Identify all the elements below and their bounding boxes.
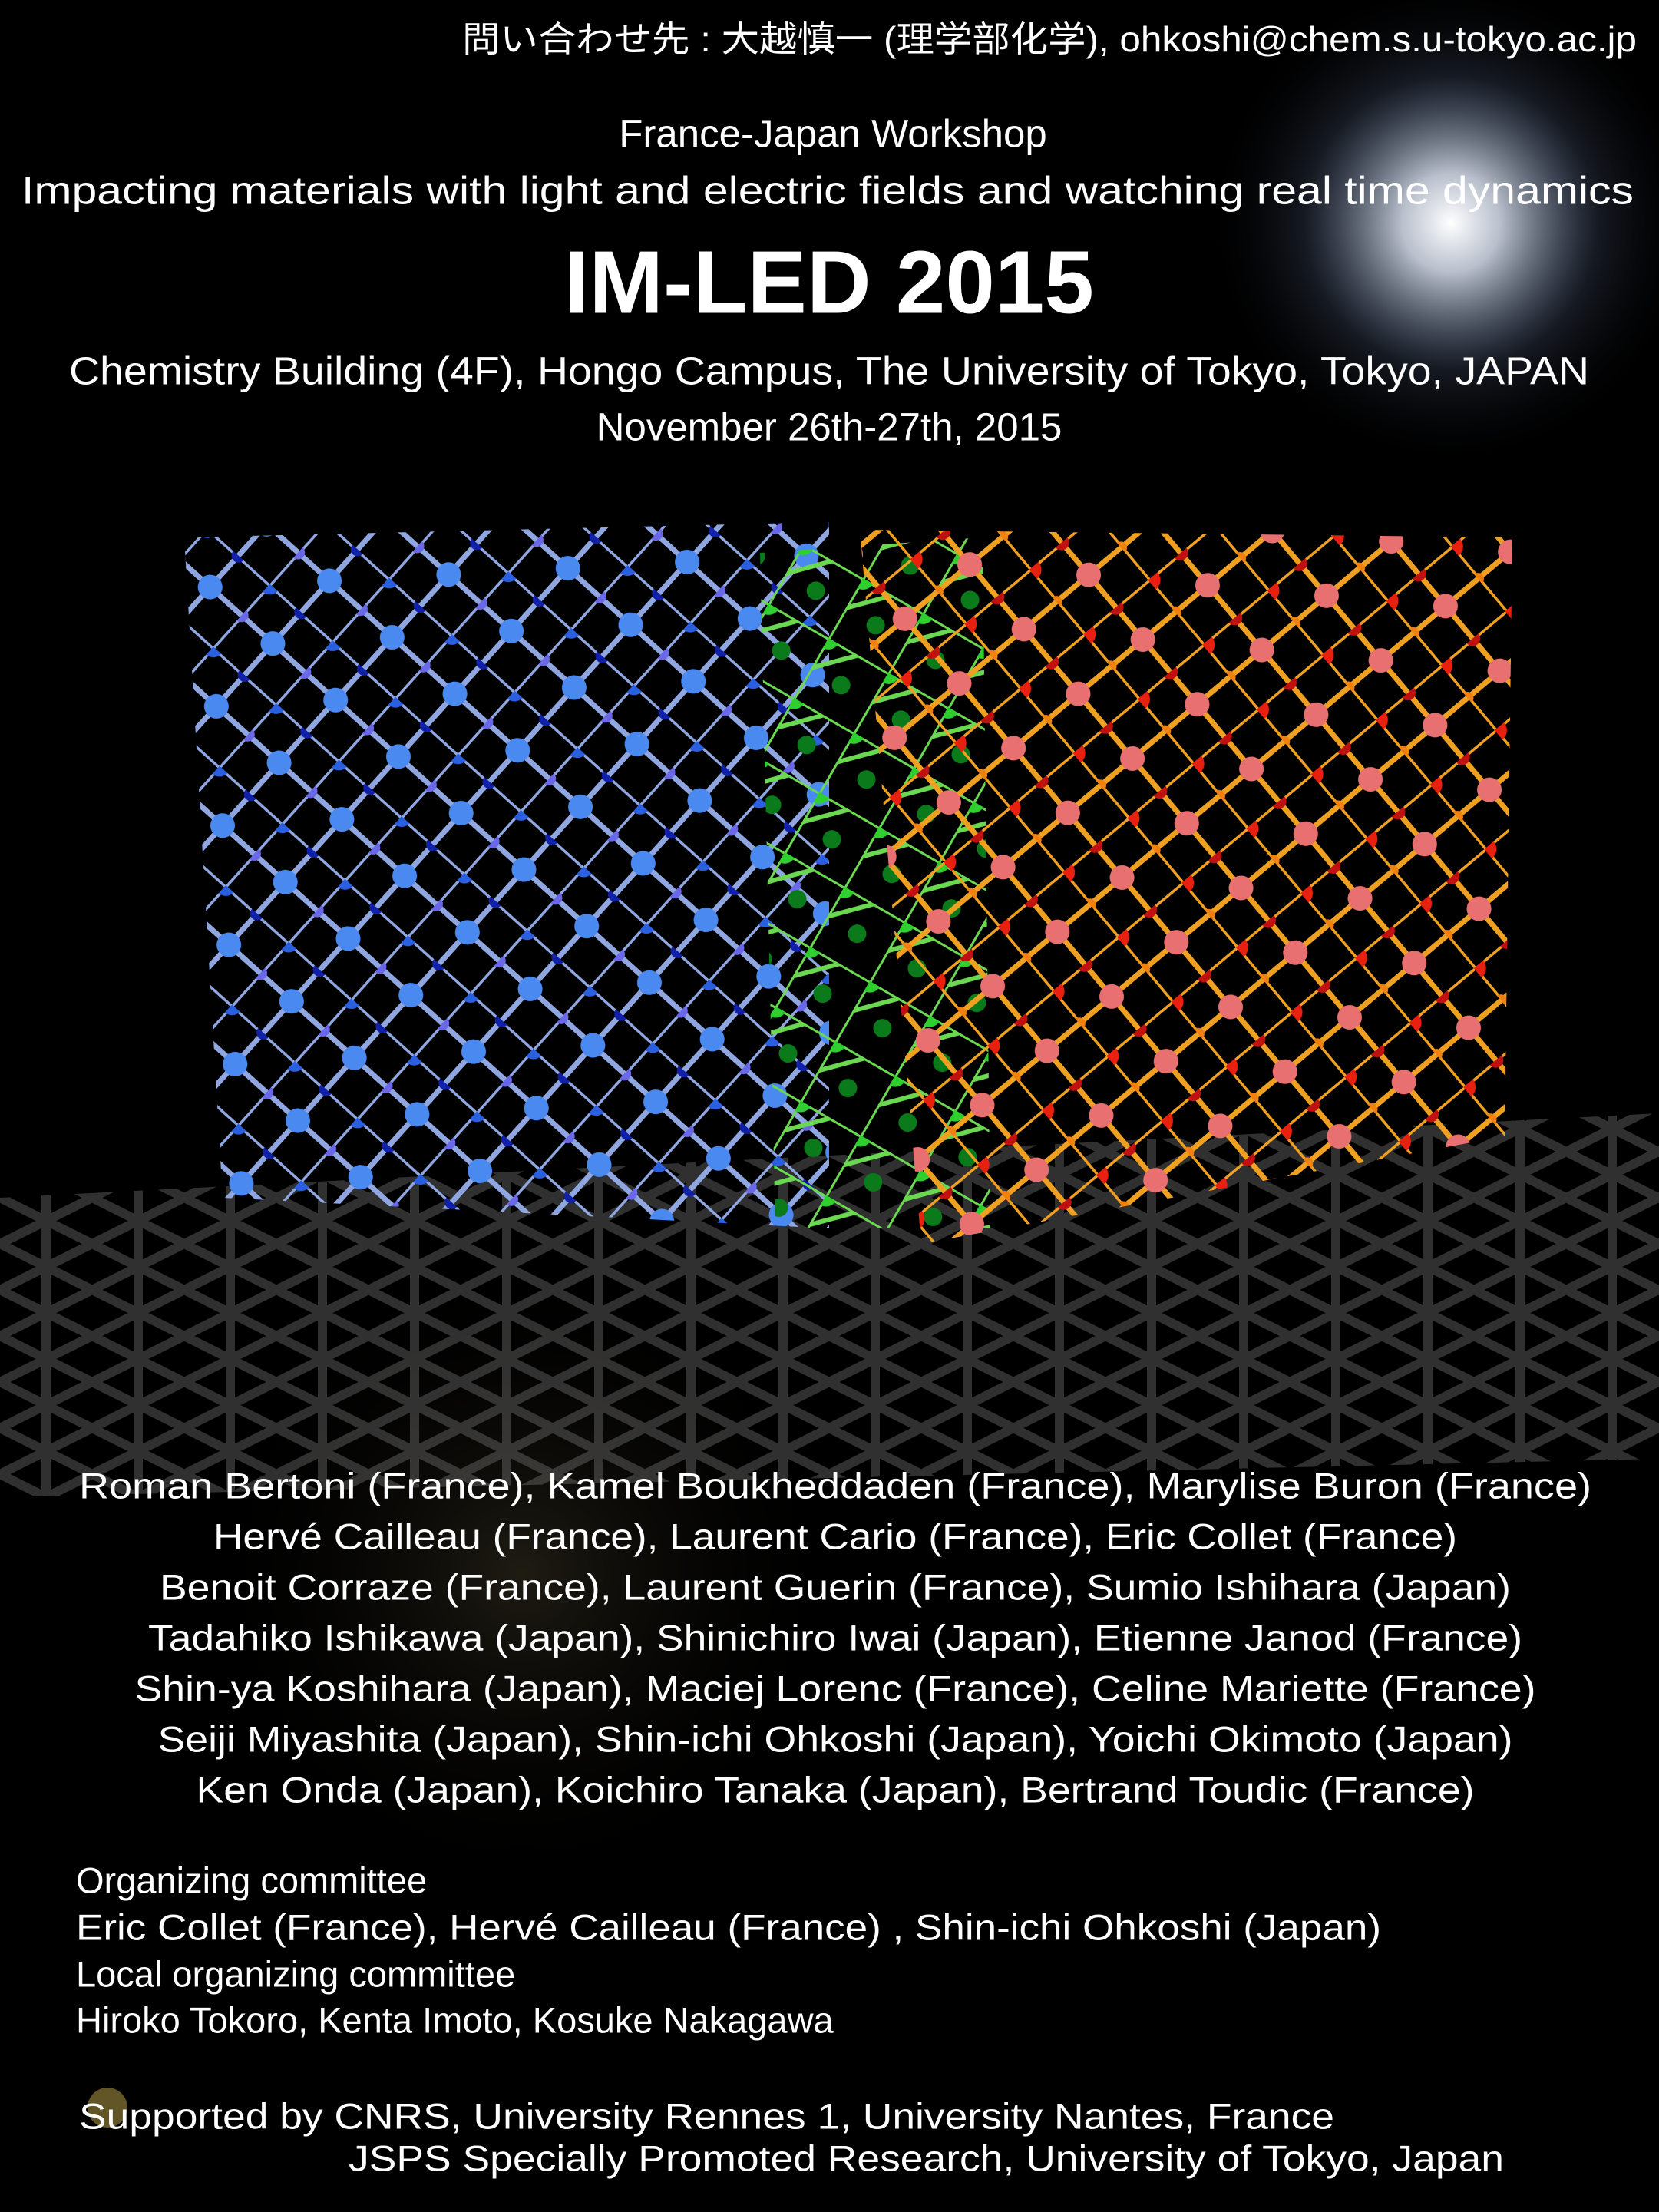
crystal-reflection	[0, 1113, 1659, 1497]
subtitle: Impacting materials with light and elect…	[21, 168, 1634, 212]
support-line: Supported by CNRS, University Rennes 1, …	[79, 2095, 1334, 2136]
flare-dot	[88, 2088, 127, 2128]
venue: Chemistry Building (4F), Hongo Campus, T…	[69, 349, 1589, 392]
speaker-line: Seiji Miyashita (Japan), Shin-ichi Ohkos…	[158, 1718, 1513, 1759]
title: IM-LED 2015	[564, 233, 1094, 332]
speaker-line: Benoit Corraze (France), Laurent Guerin …	[160, 1566, 1511, 1607]
speaker-line: Hervé Cailleau (France), Laurent Cario (…	[213, 1516, 1457, 1556]
workshop: France-Japan Workshop	[619, 111, 1047, 155]
crystal-structure	[184, 522, 1512, 1244]
contact: 問い合わせ先 : 大越慎一 (理学部化学), ohkoshi@chem.s.u-…	[462, 19, 1637, 59]
speaker-line: Ken Onda (Japan), Koichiro Tanaka (Japan…	[197, 1769, 1475, 1810]
local-label: Local organizing committee	[76, 1953, 515, 1994]
organizing-members: Eric Collet (France), Hervé Cailleau (Fr…	[76, 1906, 1381, 1947]
speaker-line: Roman Bertoni (France), Kamel Boukheddad…	[79, 1465, 1591, 1506]
organizing-label: Organizing committee	[76, 1860, 427, 1900]
support-line: JSPS Specially Promoted Research, Univer…	[349, 2138, 1504, 2178]
local-members: Hiroko Tokoro, Kenta Imoto, Kosuke Nakag…	[76, 1999, 834, 2040]
speaker-line: Shin-ya Koshihara (Japan), Maciej Lorenc…	[135, 1668, 1536, 1708]
speaker-line: Tadahiko Ishikawa (Japan), Shinichiro Iw…	[148, 1617, 1522, 1658]
date: November 26th-27th, 2015	[597, 405, 1062, 448]
light-glow	[1205, 0, 1659, 468]
